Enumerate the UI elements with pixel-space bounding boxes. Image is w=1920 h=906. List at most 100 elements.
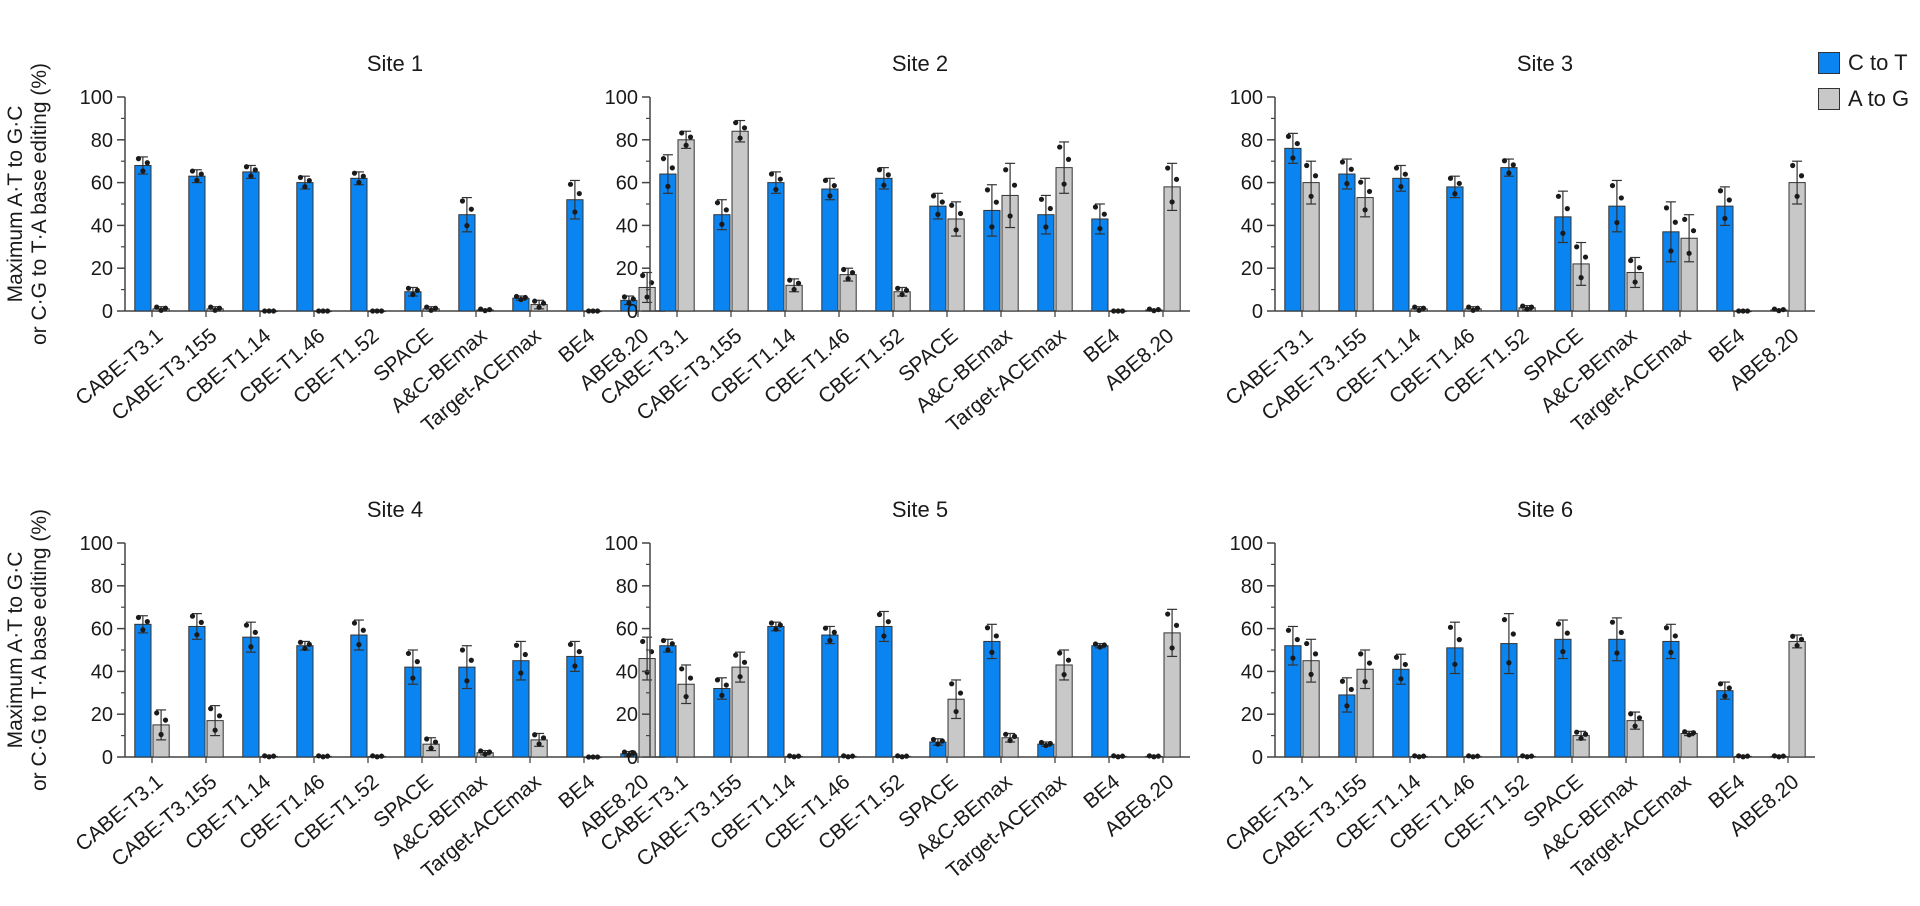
replicate-dot <box>1614 219 1620 226</box>
replicate-dot <box>482 751 488 757</box>
replicate-dot <box>1173 622 1180 628</box>
replicate-dot <box>1780 306 1786 313</box>
chart-title: Site 2 <box>892 51 948 76</box>
replicate-dot <box>1632 723 1638 729</box>
replicate-dot <box>1344 181 1350 187</box>
replicate-dot <box>881 633 887 639</box>
replicate-dot <box>1628 257 1634 264</box>
replicate-dot <box>683 142 689 148</box>
replicate-dot <box>189 613 196 619</box>
replicate-dot <box>1452 661 1458 667</box>
bar-c-to-t <box>875 625 893 758</box>
replicate-dot <box>723 682 729 688</box>
replicate-dot <box>216 713 223 719</box>
y-tick-label: 20 <box>1241 258 1263 280</box>
replicate-dot <box>194 632 200 638</box>
replicate-dot <box>1564 630 1570 636</box>
replicate-dot <box>1740 754 1746 760</box>
y-tick-label: 0 <box>102 301 113 323</box>
x-tick-label: BE4 <box>1704 770 1749 813</box>
replicate-dot <box>935 211 941 217</box>
replicate-dot <box>714 200 721 206</box>
replicate-dot <box>135 614 142 621</box>
y-tick-label: 80 <box>616 130 638 152</box>
replicate-dot <box>1776 754 1782 760</box>
replicate-dot <box>522 651 528 658</box>
replicate-dot <box>1061 181 1067 187</box>
replicate-dot <box>1097 644 1103 650</box>
y-tick-label: 100 <box>1230 87 1263 109</box>
replicate-dot <box>683 693 689 700</box>
replicate-dot <box>957 210 964 217</box>
bar-c-to-t <box>134 164 152 312</box>
legend: C to T A to G <box>1818 50 1920 122</box>
replicate-dot <box>768 171 775 177</box>
replicate-dot <box>903 753 910 759</box>
y-tick-label: 0 <box>1252 747 1263 769</box>
chart-site-2: Site 2020406080100CABE-T3.1CABE-T3.155CB… <box>596 51 1190 437</box>
replicate-dot <box>590 308 596 314</box>
replicate-dot <box>1308 671 1314 677</box>
legend-swatch-a-to-g <box>1818 88 1840 110</box>
replicate-dot <box>1628 711 1634 717</box>
bar-c-to-t <box>188 625 206 758</box>
replicate-dot <box>993 199 999 205</box>
replicate-dot <box>1614 650 1620 656</box>
replicate-dot <box>586 308 592 314</box>
replicate-dot <box>140 627 146 633</box>
replicate-dot <box>405 650 412 657</box>
y-tick-label: 40 <box>616 661 638 683</box>
replicate-dot <box>791 754 797 760</box>
bar-c-to-t <box>767 182 785 312</box>
replicate-dot <box>1780 753 1786 759</box>
replicate-dot <box>464 678 470 684</box>
y-tick-label: 60 <box>616 619 638 641</box>
replicate-dot <box>1043 224 1049 230</box>
legend-item-a-to-g: A to G <box>1818 86 1920 112</box>
replicate-dot <box>316 753 322 759</box>
replicate-dot <box>1312 173 1319 179</box>
bar-c-to-t <box>1716 690 1734 758</box>
replicate-dot <box>777 622 783 628</box>
bar-c-to-t <box>350 177 368 312</box>
replicate-dot <box>1555 621 1562 627</box>
replicate-dot <box>849 753 856 759</box>
replicate-dot <box>1501 617 1508 623</box>
replicate-dot <box>1690 228 1697 234</box>
replicate-dot <box>1456 637 1462 643</box>
replicate-dot <box>1155 306 1161 313</box>
replicate-dot <box>1285 627 1292 633</box>
replicate-dot <box>1151 754 1157 760</box>
replicate-dot <box>1115 308 1121 314</box>
replicate-dot <box>302 645 308 652</box>
replicate-dot <box>1726 685 1732 691</box>
replicate-dot <box>266 754 272 760</box>
replicate-dot <box>984 625 991 631</box>
replicate-dot <box>1682 729 1688 735</box>
bar-c-to-t <box>1338 173 1356 312</box>
replicate-dot <box>212 727 218 733</box>
replicate-dot <box>768 620 775 626</box>
replicate-dot <box>1686 250 1692 256</box>
chart-site-4: Site 4020406080100CABE-T3.1CABE-T3.155CB… <box>71 497 665 883</box>
replicate-dot <box>640 638 646 645</box>
replicate-dot <box>1043 742 1049 749</box>
replicate-dot <box>1609 182 1616 189</box>
y-tick-label: 20 <box>1241 704 1263 726</box>
replicate-dot <box>1501 158 1508 164</box>
replicate-dot <box>953 708 959 715</box>
y-tick-label: 20 <box>91 258 113 280</box>
bar-c-to-t <box>1392 177 1410 312</box>
replicate-dot <box>1047 740 1053 747</box>
replicate-dot <box>1003 167 1009 173</box>
replicate-dot <box>424 304 430 310</box>
replicate-dot <box>1402 661 1408 668</box>
replicate-dot <box>1574 244 1580 250</box>
bar-c-to-t <box>350 634 368 758</box>
replicate-dot <box>162 305 169 311</box>
replicate-dot <box>1520 303 1526 309</box>
replicate-dot <box>266 308 272 314</box>
replicate-dot <box>1672 219 1678 225</box>
replicate-dot <box>302 184 308 190</box>
replicate-dot <box>1744 753 1751 759</box>
